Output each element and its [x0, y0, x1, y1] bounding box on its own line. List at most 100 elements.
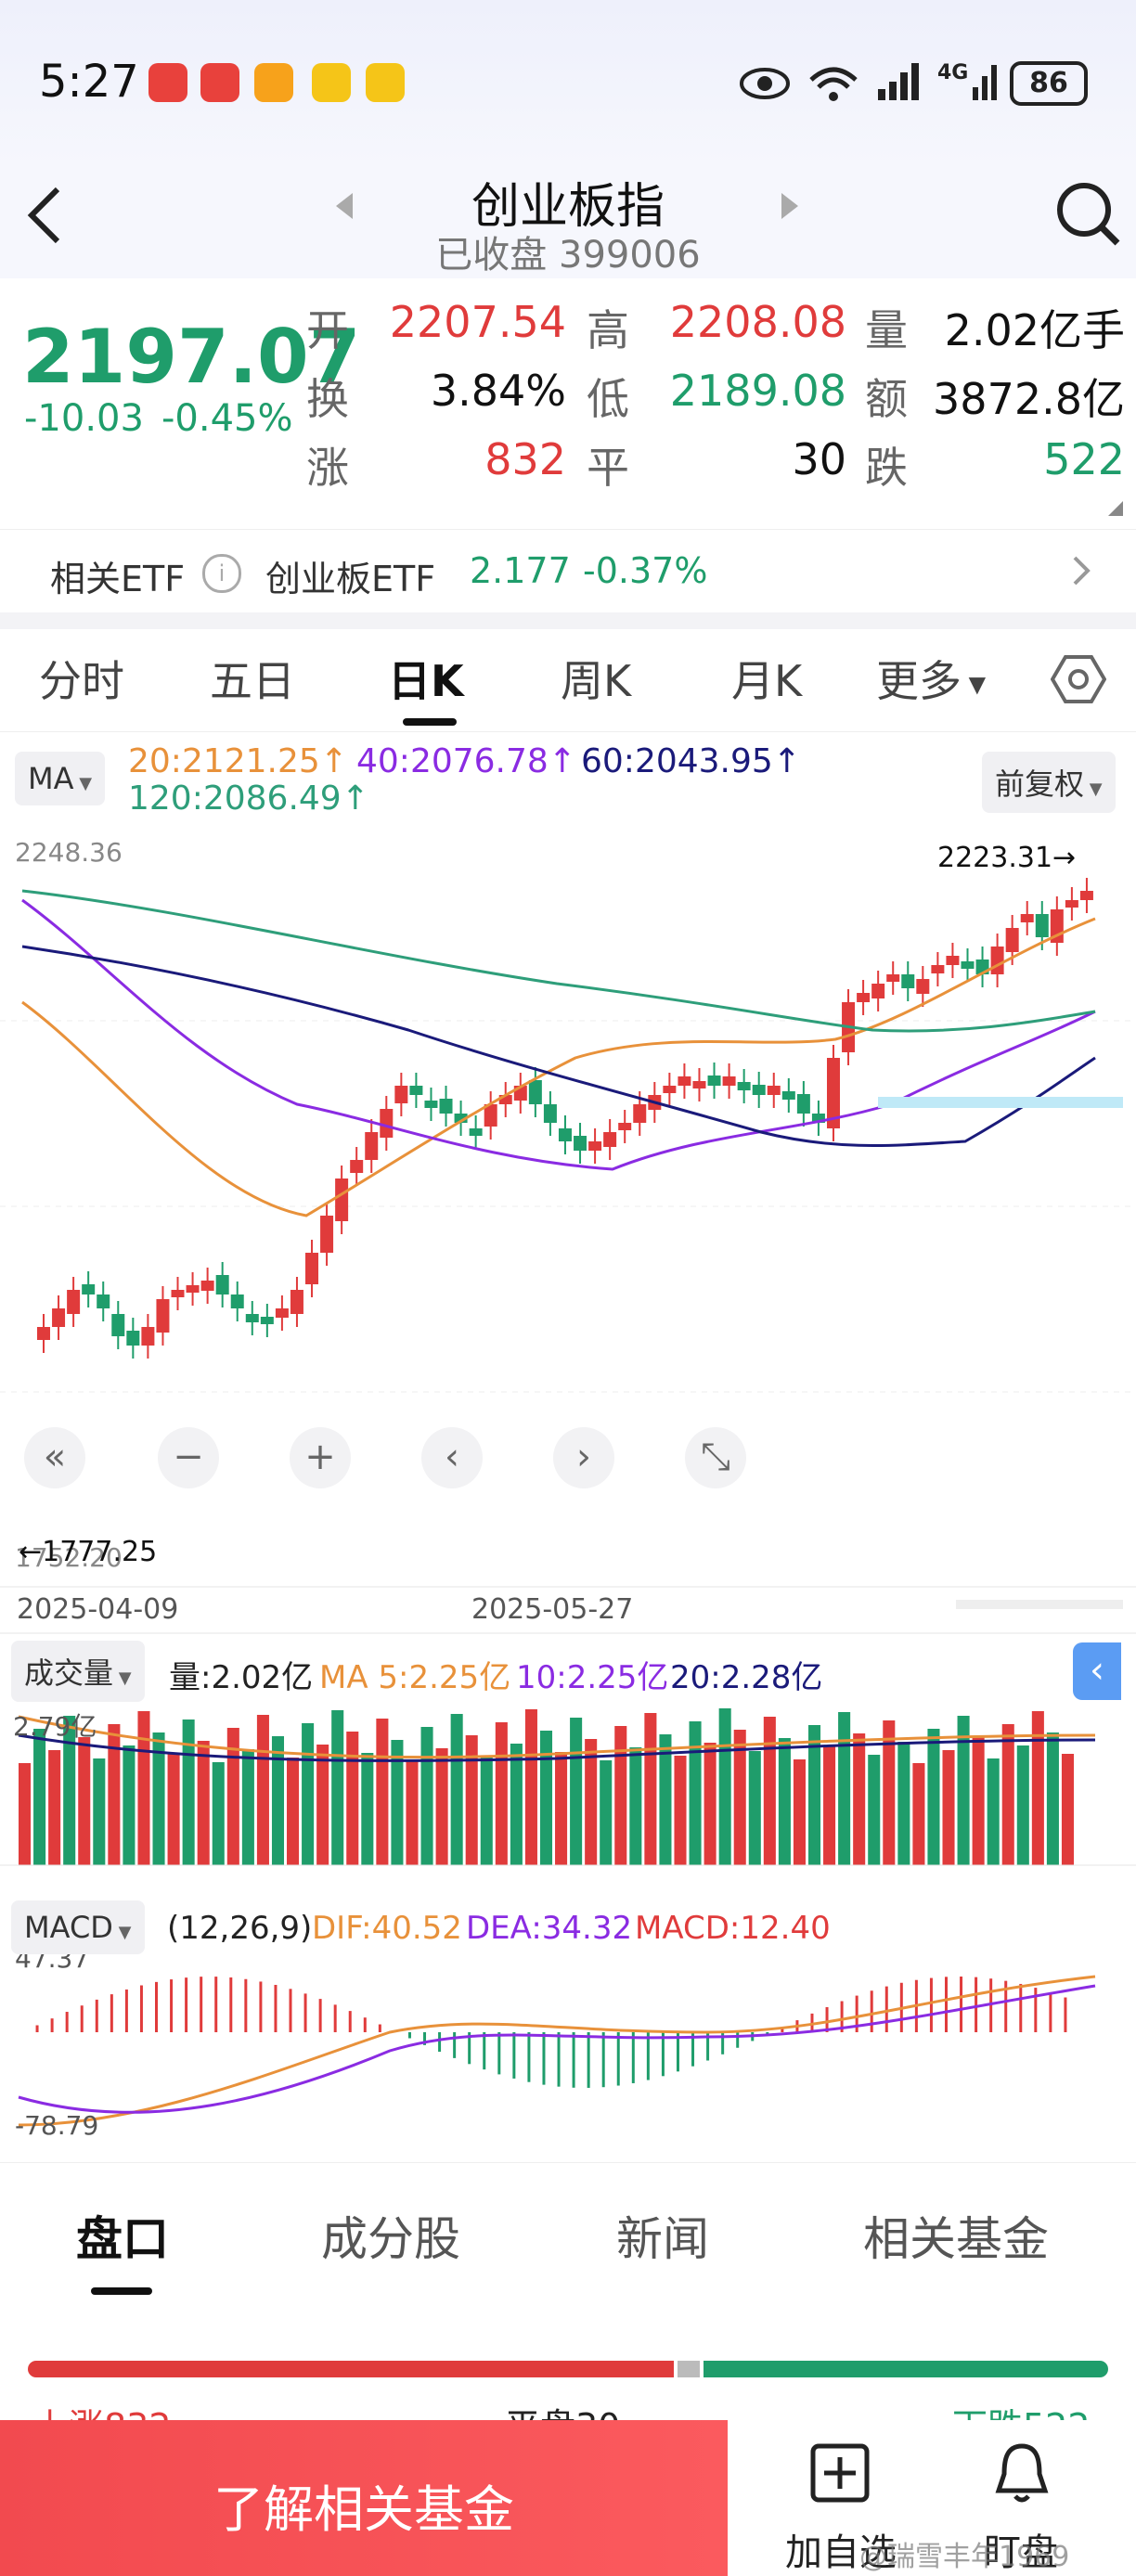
volume-bar: [823, 1746, 836, 1865]
huawei-app-icon: [148, 63, 187, 102]
eye-icon: [740, 68, 790, 99]
candle-body: [141, 1327, 155, 1346]
volume-bar: [495, 1722, 508, 1865]
volume-bar: [972, 1737, 985, 1865]
back-icon[interactable]: [22, 178, 69, 252]
candle-body: [37, 1327, 50, 1340]
candle-body: [380, 1109, 394, 1138]
volume-bar: [807, 1725, 821, 1865]
volume-bar: [614, 1726, 627, 1865]
volume-bar: [480, 1757, 493, 1865]
candle-body: [543, 1104, 557, 1123]
volume-bar: [644, 1713, 657, 1865]
wifi-icon: [809, 67, 858, 101]
ma-indicator-select[interactable]: MA ▼: [15, 752, 106, 805]
candle-body: [498, 1095, 512, 1104]
zoom-in-button[interactable]: +: [290, 1427, 351, 1488]
volume-bar: [19, 1763, 32, 1865]
candle-body: [111, 1314, 125, 1336]
candle-body: [737, 1082, 751, 1090]
volume-bar: [763, 1717, 776, 1865]
scroll-to-start-button[interactable]: «: [24, 1427, 85, 1488]
volume-bar: [48, 1750, 61, 1865]
candle-body: [454, 1114, 468, 1123]
macd-value: MACD:12.40: [635, 1910, 831, 1947]
tab-monthly-k[interactable]: 月K: [731, 656, 803, 706]
breadth-down-bar: [704, 2361, 1108, 2377]
turnover-label: 换: [306, 374, 349, 424]
expand-corner-icon[interactable]: [1106, 499, 1125, 518]
macd-dea-line: [18, 1984, 1096, 2114]
volume-bar: [778, 1738, 791, 1865]
volume-ma10: 10:2.25亿: [516, 1659, 669, 1696]
pan-left-button[interactable]: ‹: [421, 1427, 483, 1488]
tab-weekly-k[interactable]: 周K: [561, 656, 632, 706]
candle-body: [67, 1290, 81, 1314]
pan-right-button[interactable]: ›: [553, 1427, 614, 1488]
volume-bar: [391, 1740, 404, 1865]
settings-icon[interactable]: [1051, 651, 1106, 707]
volume-bar: [287, 1758, 300, 1865]
search-icon[interactable]: [1054, 176, 1123, 251]
volume-bar: [361, 1753, 374, 1865]
turnover-value: 3.84%: [430, 366, 566, 416]
tab-more[interactable]: 更多 ▼: [876, 648, 986, 709]
ma-selector-label: MA: [28, 761, 74, 796]
candle-body: [484, 1104, 497, 1127]
volume-bar: [600, 1760, 613, 1865]
battery-icon: 86: [1010, 61, 1088, 106]
candle-body: [871, 984, 885, 998]
adjust-select[interactable]: 前复权 ▼: [982, 752, 1116, 813]
tab-news[interactable]: 新闻: [616, 2212, 709, 2266]
amount-value: 3872.8亿: [933, 374, 1125, 424]
volume-bar: [585, 1739, 598, 1865]
candle-body: [215, 1275, 229, 1294]
candle-body: [424, 1101, 438, 1108]
tab-order-book[interactable]: 盘口: [76, 2212, 169, 2266]
watch-label[interactable]: 盯盘: [984, 2531, 1058, 2574]
macd-indicator-select[interactable]: MACD ▼: [11, 1900, 145, 1954]
advancers-value: 832: [484, 434, 566, 484]
decliners-value: 522: [1043, 434, 1125, 484]
volume-bar: [987, 1758, 1000, 1865]
fullscreen-button[interactable]: ⤡: [685, 1427, 746, 1488]
candle-body: [1005, 928, 1019, 952]
next-index-icon[interactable]: [776, 187, 804, 225]
decliners-label: 跌: [865, 443, 908, 493]
volume-bar: [1016, 1745, 1029, 1865]
candle-body: [290, 1290, 303, 1314]
chart-scrollbar[interactable]: [956, 1600, 1123, 1609]
tab-constituents[interactable]: 成分股: [321, 2212, 460, 2266]
volume-value: 2.02亿手: [944, 305, 1125, 355]
zoom-out-button[interactable]: −: [158, 1427, 219, 1488]
related-etf-row[interactable]: 相关ETF i 创业板ETF 2.177 -0.37%: [0, 529, 1136, 613]
status-bar: 5:27 4G 86: [0, 0, 1136, 167]
kline-high-marker: 2223.31→: [937, 842, 1076, 874]
learn-related-funds-button[interactable]: 了解相关基金: [0, 2420, 728, 2576]
etf-label: 相关ETF: [50, 559, 186, 599]
collapse-panel-button[interactable]: ‹: [1073, 1642, 1121, 1700]
kline-chart[interactable]: 2248.36 2223.31→ 1752.20 ←1777.25 2025-0…: [0, 826, 1136, 2153]
volume-bar: [435, 1748, 448, 1865]
volume-bar: [123, 1745, 136, 1865]
add-watchlist-label[interactable]: 加自选: [785, 2531, 897, 2574]
volume-bar: [1031, 1711, 1044, 1865]
tab-intraday[interactable]: 分时: [39, 656, 124, 706]
tab-daily-k[interactable]: 日K: [388, 656, 464, 706]
advancers-label: 涨: [306, 443, 349, 493]
volume-bar: [912, 1763, 925, 1865]
candle-body: [811, 1114, 825, 1123]
info-icon[interactable]: i: [202, 554, 241, 593]
prev-index-icon[interactable]: [330, 187, 358, 225]
volume-bar: [376, 1719, 389, 1865]
candle-body: [692, 1081, 706, 1088]
volume-bar: [659, 1734, 672, 1865]
tab-related-funds[interactable]: 相关基金: [863, 2212, 1049, 2266]
tab-five-day[interactable]: 五日: [210, 656, 295, 706]
volume-top-label: 2.79亿: [13, 1711, 97, 1742]
macd-dea: DEA:34.32: [466, 1910, 633, 1947]
candle-body: [335, 1179, 349, 1221]
volume-indicator-select[interactable]: 成交量 ▼: [11, 1641, 145, 1702]
volume-bar: [539, 1731, 553, 1865]
candle-body: [663, 1086, 677, 1093]
